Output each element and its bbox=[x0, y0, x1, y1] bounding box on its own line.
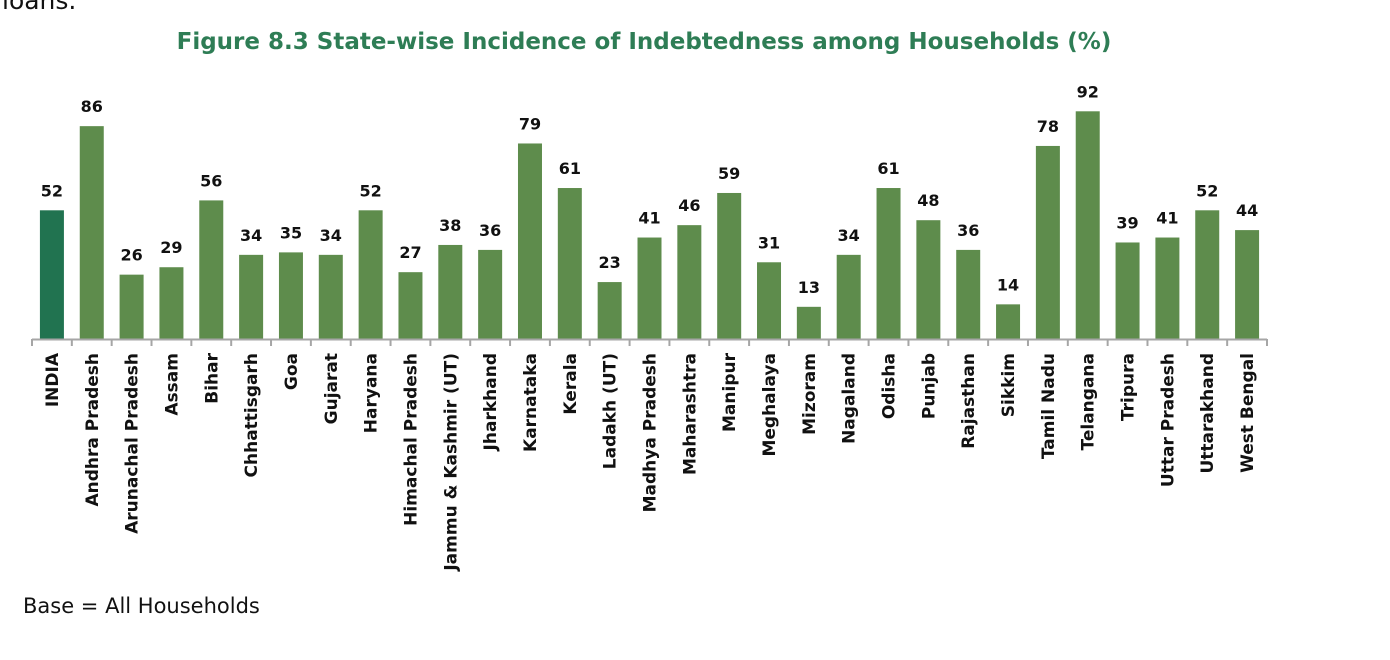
x-tick-label: Haryana bbox=[362, 353, 382, 433]
bar bbox=[119, 274, 144, 339]
bar bbox=[517, 143, 542, 339]
data-label: 41 bbox=[638, 209, 660, 228]
x-tick-label: Andhra Pradesh bbox=[83, 353, 103, 507]
bar bbox=[1035, 145, 1060, 339]
bar bbox=[39, 210, 64, 339]
data-label: 34 bbox=[838, 226, 860, 245]
bar bbox=[1155, 237, 1180, 339]
data-label: 61 bbox=[559, 159, 581, 178]
x-tick-label: Manipur bbox=[720, 352, 740, 432]
bar bbox=[557, 188, 582, 339]
bar bbox=[278, 252, 303, 339]
data-label: 78 bbox=[1037, 117, 1059, 136]
bar bbox=[796, 306, 821, 339]
data-label: 52 bbox=[1196, 181, 1218, 200]
x-tick-label: Kerala bbox=[561, 353, 581, 415]
data-label: 52 bbox=[41, 181, 63, 200]
data-label: 39 bbox=[1116, 213, 1138, 232]
bar bbox=[358, 210, 383, 339]
data-label: 13 bbox=[798, 278, 820, 297]
data-label: 36 bbox=[957, 221, 979, 240]
data-label: 48 bbox=[917, 191, 939, 210]
bar bbox=[79, 126, 104, 340]
x-tick-label: Ladakh (UT) bbox=[601, 353, 621, 469]
x-tick-label: INDIA bbox=[43, 352, 63, 407]
bar bbox=[996, 304, 1021, 339]
bar bbox=[1195, 210, 1220, 339]
bar bbox=[956, 249, 981, 339]
data-label: 79 bbox=[519, 114, 541, 133]
bar bbox=[159, 267, 184, 339]
bar bbox=[318, 254, 343, 339]
x-tick-label: Nagaland bbox=[840, 353, 860, 444]
x-tick-label: Mizoram bbox=[800, 353, 820, 435]
data-label: 26 bbox=[120, 246, 142, 265]
bar bbox=[398, 272, 423, 339]
data-label: 59 bbox=[718, 164, 740, 183]
x-tick-label: Madhya Pradesh bbox=[641, 353, 661, 512]
x-tick-label: Sikkim bbox=[999, 353, 1019, 417]
x-tick-label: Tripura bbox=[1119, 353, 1139, 421]
bar bbox=[597, 282, 622, 339]
bar bbox=[239, 254, 264, 339]
data-label: 36 bbox=[479, 221, 501, 240]
data-label: 29 bbox=[160, 238, 182, 257]
bar bbox=[478, 249, 503, 339]
x-tick-label: Uttar Pradesh bbox=[1158, 353, 1178, 487]
bar bbox=[757, 262, 782, 339]
bar bbox=[876, 188, 901, 339]
x-tick-label: Himachal Pradesh bbox=[401, 353, 421, 526]
x-tick-label: Arunachal Pradesh bbox=[123, 353, 143, 534]
x-tick-label: Punjab bbox=[919, 353, 939, 419]
data-label: 34 bbox=[320, 226, 342, 245]
x-tick-label: Odisha bbox=[880, 353, 900, 419]
bar bbox=[717, 192, 742, 339]
data-label: 92 bbox=[1077, 82, 1099, 101]
bar bbox=[438, 244, 463, 339]
x-tick-label: Maharashtra bbox=[680, 353, 700, 475]
bar bbox=[836, 254, 861, 339]
base-note: Base = All Households bbox=[23, 594, 260, 618]
chart-title: Figure 8.3 State-wise Incidence of Indeb… bbox=[176, 29, 1112, 55]
x-tick-label: Bihar bbox=[202, 352, 222, 403]
text-fragment: loans. bbox=[2, 0, 77, 15]
data-label: 35 bbox=[280, 223, 302, 242]
bar bbox=[1235, 230, 1260, 339]
data-label: 38 bbox=[439, 216, 461, 235]
x-tick-label: Rajasthan bbox=[959, 353, 979, 449]
x-tick-label: Jharkhand bbox=[481, 353, 501, 451]
data-label: 86 bbox=[81, 97, 103, 116]
x-tick-label: West Bengal bbox=[1238, 353, 1258, 473]
bar bbox=[1115, 242, 1140, 339]
bar bbox=[199, 200, 224, 339]
bar bbox=[1075, 111, 1100, 339]
data-label: 27 bbox=[399, 243, 421, 262]
data-label: 44 bbox=[1236, 201, 1258, 220]
bar bbox=[916, 220, 941, 339]
data-label: 23 bbox=[599, 253, 621, 272]
x-tick-label: Assam bbox=[162, 353, 182, 416]
x-tick-label: Karnataka bbox=[521, 353, 541, 452]
x-tick-label: Telangana bbox=[1079, 353, 1099, 450]
data-label: 52 bbox=[359, 181, 381, 200]
x-tick-label: Meghalaya bbox=[760, 353, 780, 457]
x-tick-label: Tamil Nadu bbox=[1039, 353, 1059, 459]
bar bbox=[637, 237, 662, 339]
data-label: 34 bbox=[240, 226, 262, 245]
data-label: 56 bbox=[200, 171, 222, 190]
bar bbox=[677, 225, 702, 339]
data-label: 31 bbox=[758, 233, 780, 252]
x-tick-label: Uttarakhand bbox=[1198, 353, 1218, 474]
data-label: 41 bbox=[1156, 209, 1178, 228]
data-label: 61 bbox=[877, 159, 899, 178]
x-tick-label: Chhattisgarh bbox=[242, 353, 262, 477]
x-tick-label: Goa bbox=[282, 353, 302, 390]
data-label: 14 bbox=[997, 275, 1019, 294]
x-tick-label: Gujarat bbox=[322, 353, 342, 424]
data-label: 46 bbox=[678, 196, 700, 215]
x-tick-label: Jammu & Kashmir (UT) bbox=[441, 353, 461, 572]
